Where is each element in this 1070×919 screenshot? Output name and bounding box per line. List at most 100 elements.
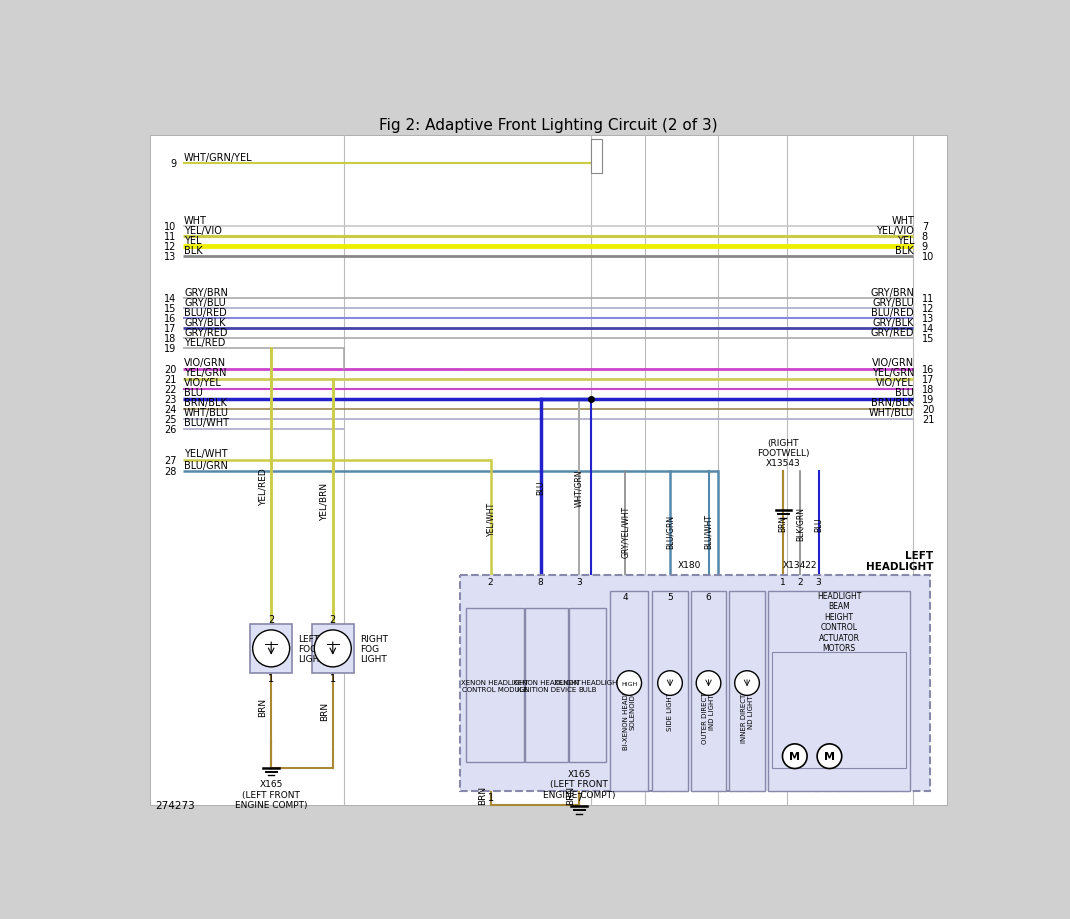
Text: GRY/BRN: GRY/BRN <box>870 288 914 297</box>
Text: X165
(LEFT FRONT
ENGINE COMPT): X165 (LEFT FRONT ENGINE COMPT) <box>235 779 307 810</box>
Text: BRN: BRN <box>258 698 268 717</box>
Text: BRN: BRN <box>478 785 487 804</box>
Text: YEL/GRN: YEL/GRN <box>184 368 227 378</box>
Text: BRN: BRN <box>779 516 788 532</box>
Text: 10: 10 <box>922 252 934 262</box>
Text: (RIGHT
FOOTWELL)
X13543: (RIGHT FOOTWELL) X13543 <box>756 438 810 468</box>
Text: BI-XENON HEADLIGHT
SOLENOID: BI-XENON HEADLIGHT SOLENOID <box>623 673 636 749</box>
Bar <box>312 624 353 674</box>
Text: BLU: BLU <box>184 388 203 398</box>
Text: VIO/YEL: VIO/YEL <box>184 378 223 388</box>
Text: VIO/YEL: VIO/YEL <box>876 378 914 388</box>
Text: GRY/YEL/WHT: GRY/YEL/WHT <box>621 505 630 558</box>
Text: BLU/WHT: BLU/WHT <box>184 418 229 428</box>
Text: 9: 9 <box>170 159 177 169</box>
Text: YEL/VIO: YEL/VIO <box>184 226 223 235</box>
Text: BLU/GRN: BLU/GRN <box>184 460 228 471</box>
Text: 18: 18 <box>164 334 177 344</box>
Text: GRY/BLU: GRY/BLU <box>872 297 914 307</box>
Text: 19: 19 <box>922 394 934 404</box>
Text: 15: 15 <box>164 303 177 313</box>
Text: BLU: BLU <box>536 481 546 494</box>
Text: HIGH: HIGH <box>621 681 638 686</box>
Text: VIO/GRN: VIO/GRN <box>872 358 914 368</box>
Bar <box>467 608 523 763</box>
Text: 17: 17 <box>164 323 177 334</box>
Text: 20: 20 <box>164 365 177 374</box>
Text: BLU/RED: BLU/RED <box>184 307 227 317</box>
Bar <box>730 591 765 791</box>
Circle shape <box>253 630 290 667</box>
Text: SIDE LIGHT: SIDE LIGHT <box>667 691 673 731</box>
Text: YEL/WHT: YEL/WHT <box>486 501 495 535</box>
Text: 2: 2 <box>269 614 274 624</box>
Text: 13: 13 <box>164 252 177 262</box>
Text: 8: 8 <box>922 233 928 243</box>
Text: 11: 11 <box>922 294 934 303</box>
Bar <box>250 624 292 674</box>
Text: 28: 28 <box>164 467 177 477</box>
Text: LEFT
FOG
LIGHT: LEFT FOG LIGHT <box>299 634 325 664</box>
Text: X13422: X13422 <box>783 561 817 570</box>
Text: M: M <box>790 752 800 761</box>
Text: BLU/WHT: BLU/WHT <box>704 514 713 549</box>
Circle shape <box>315 630 351 667</box>
Text: 7: 7 <box>922 222 928 233</box>
Text: BRN: BRN <box>566 785 576 804</box>
Text: BRN/BLK: BRN/BLK <box>871 398 914 408</box>
Text: BRN: BRN <box>320 701 328 720</box>
Text: GRY/BLU: GRY/BLU <box>184 297 226 307</box>
Text: WHT/BLU: WHT/BLU <box>184 408 229 418</box>
Circle shape <box>617 671 642 696</box>
Text: 25: 25 <box>164 414 177 425</box>
Bar <box>771 652 906 768</box>
Text: YEL/RED: YEL/RED <box>258 468 268 505</box>
Text: 3: 3 <box>815 577 822 586</box>
Text: WHT/BLU: WHT/BLU <box>869 408 914 418</box>
Text: 17: 17 <box>922 375 934 384</box>
Text: 24: 24 <box>164 404 177 414</box>
Text: XENON HEADLIGHT
CONTROL MODULE: XENON HEADLIGHT CONTROL MODULE <box>461 679 529 692</box>
Text: 4: 4 <box>623 593 628 602</box>
Circle shape <box>817 744 842 768</box>
Text: 1: 1 <box>780 577 786 586</box>
Text: 9: 9 <box>922 243 928 252</box>
Text: 27: 27 <box>164 455 177 465</box>
Text: 18: 18 <box>922 384 934 394</box>
Text: X165
(LEFT FRONT
ENGINE COMPT): X165 (LEFT FRONT ENGINE COMPT) <box>542 769 615 799</box>
Bar <box>460 575 930 791</box>
Text: 12: 12 <box>922 303 934 313</box>
Text: LEFT
HEADLIGHT: LEFT HEADLIGHT <box>866 550 933 572</box>
Bar <box>691 591 727 791</box>
Text: 10: 10 <box>164 222 177 233</box>
Text: 16: 16 <box>164 313 177 323</box>
Text: HEADLIGHT
BEAM
HEIGHT
CONTROL
ACTUATOR
MOTORS: HEADLIGHT BEAM HEIGHT CONTROL ACTUATOR M… <box>816 591 861 652</box>
Text: XENON HEADLIGHT
BULB: XENON HEADLIGHT BULB <box>554 679 622 692</box>
Bar <box>768 591 911 791</box>
Text: 13: 13 <box>922 313 934 323</box>
Text: GRY/BLK: GRY/BLK <box>184 317 226 327</box>
Text: 1: 1 <box>330 674 336 684</box>
Text: YEL: YEL <box>184 235 201 245</box>
Text: M: M <box>824 752 835 761</box>
Text: Fig 2: Adaptive Front Lighting Circuit (2 of 3): Fig 2: Adaptive Front Lighting Circuit (… <box>379 119 718 133</box>
Text: 3: 3 <box>577 577 582 586</box>
Bar <box>610 591 648 791</box>
Text: 7: 7 <box>576 792 582 801</box>
Text: 2: 2 <box>797 577 802 586</box>
Text: OUTER DIRECTION
IND LIGHT: OUTER DIRECTION IND LIGHT <box>702 679 715 743</box>
Text: 2: 2 <box>330 614 336 624</box>
Bar <box>653 591 688 791</box>
Text: BLU/GRN: BLU/GRN <box>666 515 674 549</box>
Text: WHT/GRN: WHT/GRN <box>575 469 583 506</box>
Text: RIGHT
FOG
LIGHT: RIGHT FOG LIGHT <box>360 634 387 664</box>
Text: 1: 1 <box>488 792 493 801</box>
Text: 21: 21 <box>164 375 177 384</box>
Text: 26: 26 <box>164 425 177 435</box>
Text: 8: 8 <box>538 577 544 586</box>
Text: 11: 11 <box>164 233 177 243</box>
Text: BLK: BLK <box>184 245 203 255</box>
Text: BLK: BLK <box>896 245 914 255</box>
Text: 23: 23 <box>164 394 177 404</box>
Text: GRY/RED: GRY/RED <box>871 327 914 337</box>
